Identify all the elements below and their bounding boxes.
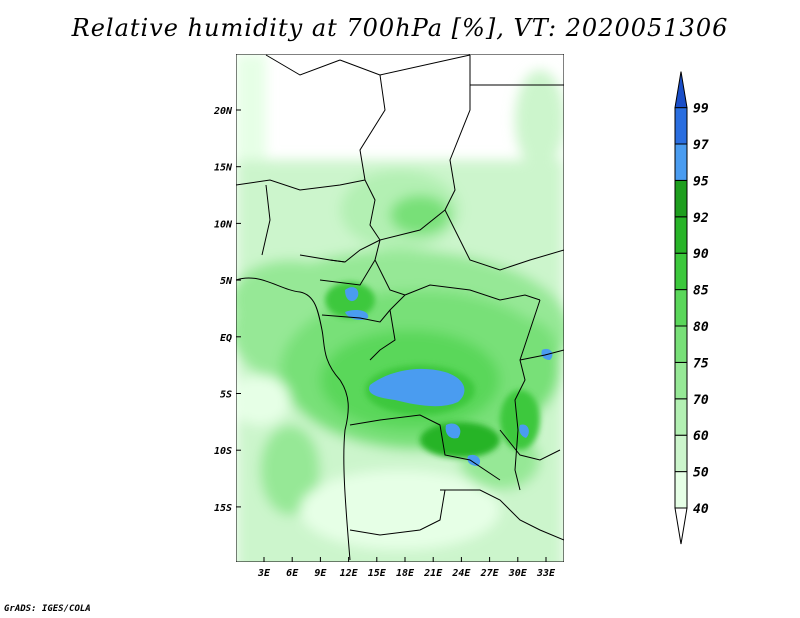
lon-label: 30E: [508, 568, 528, 579]
colorbar-label: 85: [693, 284, 709, 299]
lat-axis: 20N 15N 10N 5N EQ 5S 10S 15S: [213, 106, 241, 514]
lat-label: 20N: [213, 106, 233, 117]
colorbar-label: 99: [693, 102, 709, 117]
colorbar-high-arrow: [674, 71, 688, 109]
colorbar-segment: [674, 216, 688, 254]
lat-label: 15N: [214, 163, 233, 174]
map-title: Relative humidity at 700hPa [%], VT: 202…: [71, 14, 729, 42]
colorbar-segment: [674, 143, 688, 181]
colorbar-low-arrow: [674, 507, 688, 545]
lon-axis: 3E 6E 9E 12E 15E 18E 21E 24E 27E 30E 33E: [257, 557, 556, 579]
country-borders: [236, 54, 564, 561]
colorbar-label: 95: [693, 174, 709, 189]
lon-label: 12E: [340, 568, 359, 579]
lon-label: 21E: [423, 568, 443, 579]
colorbar-label: 75: [693, 356, 709, 371]
colorbar-segment: [674, 252, 688, 291]
lon-label: 24E: [451, 568, 471, 579]
colorbar-segment: [674, 434, 688, 473]
colorbar-label: 92: [693, 211, 709, 226]
colorbar-label: 70: [693, 393, 709, 408]
map-plot-area: [236, 54, 564, 562]
colorbar-segment: [674, 471, 688, 509]
lon-label: 27E: [480, 568, 500, 579]
lon-label: 33E: [536, 568, 556, 579]
lat-label: 5N: [220, 276, 233, 287]
colorbar: 40 50 60 70 75 80 85 90 92 95 97 99: [674, 71, 709, 545]
lon-label: 9E: [314, 568, 327, 579]
lon-label: 6E: [286, 568, 299, 579]
colorbar-label: 40: [693, 502, 709, 517]
lat-label: 10N: [214, 219, 233, 230]
colorbar-label: 80: [693, 320, 709, 335]
credit-label: GrADS: IGES/COLA: [4, 604, 91, 614]
colorbar-label: 90: [693, 247, 709, 262]
lat-label: 10S: [214, 446, 232, 457]
colorbar-segment: [674, 289, 688, 327]
lat-label: EQ: [220, 333, 232, 344]
colorbar-label: 97: [693, 138, 709, 153]
lon-label: 18E: [396, 568, 415, 579]
colorbar-label: 50: [693, 466, 709, 481]
lon-label: 3E: [257, 568, 271, 579]
colorbar-label: 60: [693, 429, 709, 444]
lat-label: 5S: [220, 390, 232, 401]
lon-label: 15E: [368, 568, 387, 579]
humidity-saturated: [345, 287, 553, 466]
colorbar-segment: [674, 325, 688, 363]
colorbar-segment: [674, 179, 688, 218]
colorbar-segment: [674, 361, 688, 400]
lat-label: 15S: [214, 503, 232, 514]
colorbar-segment: [674, 398, 688, 436]
colorbar-segment: [674, 107, 688, 145]
